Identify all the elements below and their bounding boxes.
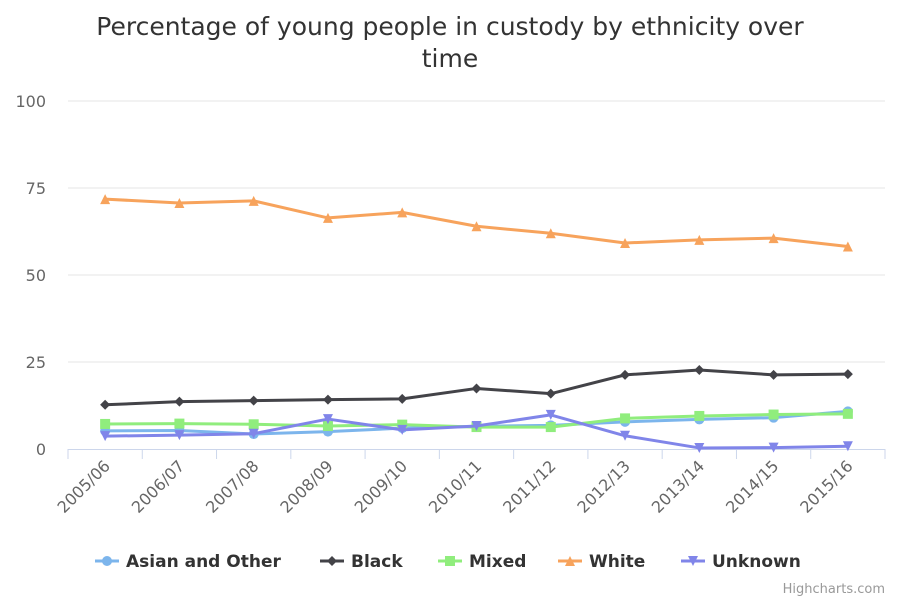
x-tick-label: 2015/16: [796, 456, 856, 516]
data-point-black[interactable]: [248, 395, 259, 406]
series-layer: [100, 194, 853, 453]
data-point-mixed[interactable]: [248, 419, 259, 430]
data-point-unknown[interactable]: [620, 430, 631, 441]
data-point-unknown[interactable]: [694, 442, 705, 453]
legend-label: Asian and Other: [126, 552, 281, 572]
x-axis-labels: 2005/06 2006/07 2007/08 2008/09 2009/10 2010/…: [54, 456, 857, 516]
data-point-mixed[interactable]: [842, 408, 853, 419]
legend-label: Unknown: [712, 552, 801, 572]
chart-title-text: Percentage of young people in custody by…: [96, 12, 804, 73]
data-point-mixed[interactable]: [545, 422, 556, 433]
y-tick-label: 75: [26, 179, 46, 198]
data-point-black[interactable]: [397, 393, 408, 404]
x-tick-label: 2006/07: [128, 456, 188, 516]
legend-item-black[interactable]: Black: [320, 552, 403, 572]
y-tick-label: 25: [26, 353, 46, 372]
data-point-white[interactable]: [100, 194, 111, 205]
data-point-white[interactable]: [397, 207, 408, 218]
data-point-unknown[interactable]: [397, 424, 408, 435]
data-point-black[interactable]: [842, 369, 853, 380]
data-point-black[interactable]: [471, 383, 482, 394]
legend-label: Mixed: [469, 552, 526, 572]
data-point-unknown[interactable]: [174, 430, 185, 441]
legend-item-asian-and-other[interactable]: Asian and Other: [95, 552, 281, 572]
x-tick-label: 2013/14: [648, 456, 708, 516]
legend: Asian and Other Black Mixed White Unknown: [95, 552, 801, 572]
data-point-black[interactable]: [322, 394, 333, 405]
data-point-white[interactable]: [248, 195, 259, 206]
data-point-white[interactable]: [620, 237, 631, 248]
data-point-mixed[interactable]: [694, 410, 705, 421]
data-point-unknown[interactable]: [545, 409, 556, 420]
data-point-unknown[interactable]: [248, 428, 259, 439]
legend-symbol: [565, 556, 575, 566]
y-axis-labels: 0 25 50 75 100: [15, 92, 46, 459]
legend-symbol: [102, 556, 112, 566]
data-point-black[interactable]: [768, 369, 779, 380]
data-point-mixed[interactable]: [397, 419, 408, 430]
legend-item-mixed[interactable]: Mixed: [438, 552, 526, 572]
x-axis: [67, 449, 886, 459]
data-point-mixed[interactable]: [322, 421, 333, 432]
data-point-unknown[interactable]: [471, 421, 482, 432]
chart-title: Percentage of young people in custody by…: [96, 12, 804, 73]
legend-label: White: [589, 552, 645, 572]
legend-symbol: [327, 556, 337, 566]
grid-lines: [68, 100, 885, 363]
y-tick-label: 100: [15, 92, 46, 111]
series-black: [100, 365, 853, 410]
data-point-white[interactable]: [471, 221, 482, 232]
data-point-mixed[interactable]: [100, 418, 111, 429]
x-tick-label: 2014/15: [722, 456, 782, 516]
series-unknown: [100, 409, 853, 453]
x-tick-label: 2009/10: [351, 456, 411, 516]
y-tick-label: 0: [36, 440, 46, 459]
data-point-unknown[interactable]: [768, 442, 779, 453]
x-tick-label: 2011/12: [499, 456, 559, 516]
credits-link[interactable]: Highcharts.com: [783, 582, 885, 597]
data-point-mixed[interactable]: [174, 418, 185, 429]
x-tick-label: 2008/09: [276, 456, 336, 516]
data-point-black[interactable]: [694, 365, 705, 376]
y-tick-label: 50: [26, 266, 46, 285]
x-tick-label: 2007/08: [202, 456, 262, 516]
data-point-unknown[interactable]: [100, 431, 111, 442]
legend-label: Black: [351, 552, 403, 572]
x-tick-label: 2010/11: [425, 456, 485, 516]
data-point-white[interactable]: [842, 241, 853, 252]
legend-symbol: [688, 556, 698, 566]
data-point-black[interactable]: [174, 396, 185, 407]
data-point-mixed[interactable]: [620, 413, 631, 424]
legend-item-white[interactable]: White: [558, 552, 645, 572]
legend-item-unknown[interactable]: Unknown: [681, 552, 801, 572]
data-point-white[interactable]: [322, 212, 333, 223]
data-point-unknown[interactable]: [842, 441, 853, 452]
data-point-white[interactable]: [694, 234, 705, 245]
legend-symbol: [445, 556, 455, 566]
data-point-black[interactable]: [100, 399, 111, 410]
x-tick-label: 2005/06: [54, 456, 114, 516]
data-point-mixed[interactable]: [768, 409, 779, 420]
data-point-white[interactable]: [545, 228, 556, 239]
series-white: [100, 194, 853, 252]
data-point-unknown[interactable]: [322, 414, 333, 425]
data-point-white[interactable]: [174, 197, 185, 208]
data-point-black[interactable]: [620, 369, 631, 380]
data-point-white[interactable]: [768, 233, 779, 244]
x-tick-label: 2012/13: [573, 456, 633, 516]
data-point-black[interactable]: [545, 388, 556, 399]
